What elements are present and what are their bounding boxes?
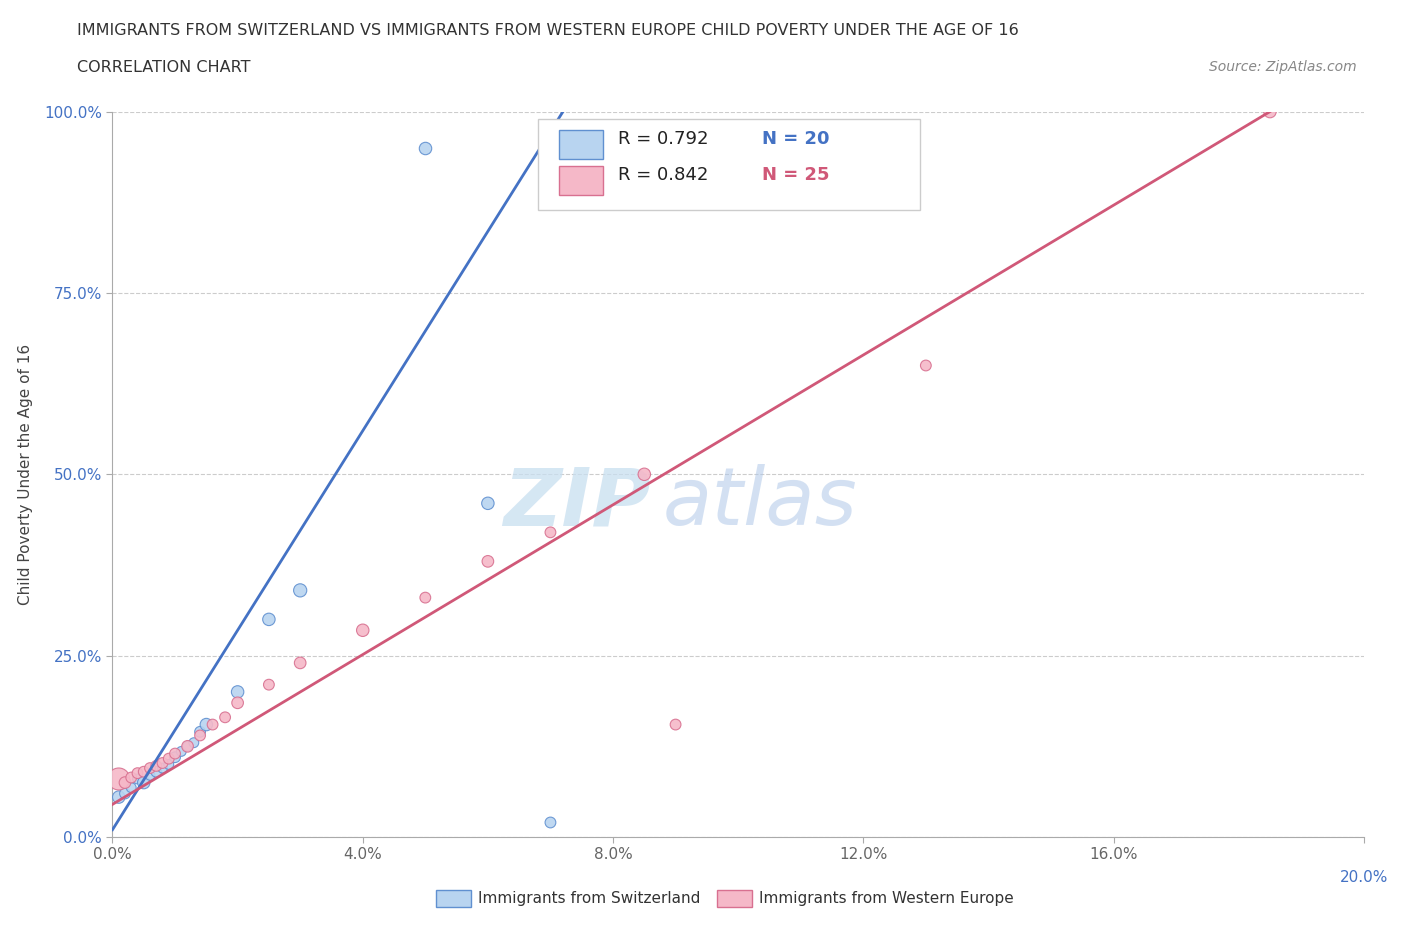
- Point: [152, 761, 174, 776]
- Text: Source: ZipAtlas.com: Source: ZipAtlas.com: [1209, 60, 1357, 74]
- Point: [114, 776, 136, 790]
- Point: [145, 759, 167, 774]
- Point: [664, 717, 686, 732]
- Point: [201, 717, 224, 732]
- Text: IMMIGRANTS FROM SWITZERLAND VS IMMIGRANTS FROM WESTERN EUROPE CHILD POVERTY UNDE: IMMIGRANTS FROM SWITZERLAND VS IMMIGRANT…: [77, 23, 1019, 38]
- Point: [290, 583, 312, 598]
- Point: [415, 591, 437, 605]
- Text: 20.0%: 20.0%: [1340, 870, 1388, 884]
- Point: [633, 467, 655, 482]
- Point: [352, 623, 374, 638]
- Point: [415, 140, 437, 155]
- Point: [183, 736, 205, 751]
- Point: [477, 554, 499, 569]
- Point: [540, 815, 562, 830]
- FancyBboxPatch shape: [538, 119, 920, 209]
- Point: [107, 772, 129, 787]
- Text: Immigrants from Switzerland: Immigrants from Switzerland: [478, 891, 700, 906]
- Point: [290, 656, 312, 671]
- Text: atlas: atlas: [664, 464, 858, 542]
- Point: [915, 358, 938, 373]
- Point: [195, 717, 218, 732]
- Point: [127, 765, 149, 780]
- Point: [157, 757, 180, 772]
- Point: [145, 764, 167, 779]
- Point: [540, 525, 562, 539]
- Text: N = 25: N = 25: [762, 166, 830, 184]
- Text: R = 0.842: R = 0.842: [619, 166, 709, 184]
- Text: CORRELATION CHART: CORRELATION CHART: [77, 60, 250, 75]
- Text: N = 20: N = 20: [762, 130, 830, 148]
- Point: [188, 724, 211, 739]
- FancyBboxPatch shape: [560, 166, 603, 195]
- Point: [1258, 104, 1281, 119]
- Point: [120, 780, 142, 795]
- Point: [257, 612, 280, 627]
- Point: [176, 738, 198, 753]
- Point: [132, 764, 155, 779]
- Point: [152, 755, 174, 770]
- Point: [170, 744, 193, 759]
- Point: [157, 751, 180, 766]
- Text: R = 0.792: R = 0.792: [619, 130, 709, 148]
- Point: [477, 496, 499, 511]
- Point: [139, 761, 162, 776]
- Text: Immigrants from Western Europe: Immigrants from Western Europe: [759, 891, 1014, 906]
- Text: ZIP: ZIP: [503, 464, 651, 542]
- Point: [127, 772, 149, 787]
- Point: [163, 746, 186, 761]
- Point: [257, 677, 280, 692]
- Point: [188, 728, 211, 743]
- Point: [114, 786, 136, 801]
- FancyBboxPatch shape: [560, 130, 603, 159]
- Point: [214, 710, 236, 724]
- Point: [163, 750, 186, 764]
- Point: [176, 738, 198, 753]
- Point: [120, 770, 142, 785]
- Point: [132, 776, 155, 790]
- Point: [107, 790, 129, 804]
- Point: [226, 684, 249, 699]
- Y-axis label: Child Poverty Under the Age of 16: Child Poverty Under the Age of 16: [18, 344, 32, 604]
- Point: [139, 768, 162, 783]
- Point: [226, 696, 249, 711]
